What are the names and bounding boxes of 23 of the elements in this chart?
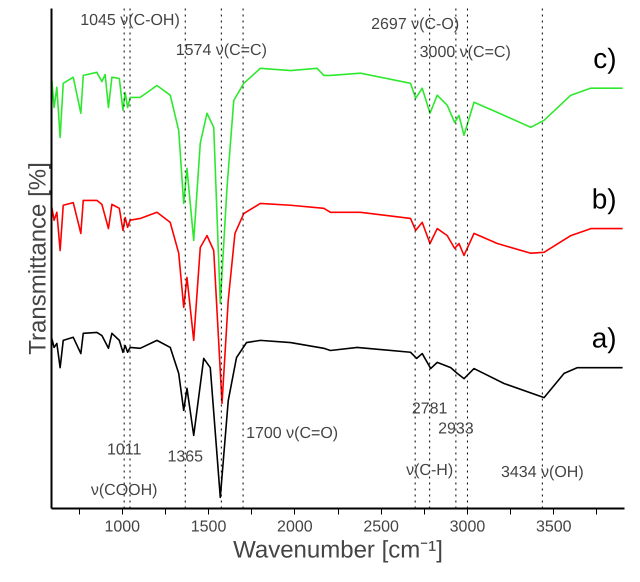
annotation: 3000 ν(C=C) xyxy=(420,44,511,62)
x-tick-label: 2000 xyxy=(277,518,313,536)
series-label: c) xyxy=(593,43,617,74)
annotation: ν(COOH) xyxy=(90,482,158,499)
annotation: 3434 ν(OH) xyxy=(501,464,584,481)
x-tick-label: 1500 xyxy=(190,518,226,536)
ref-line-label: 1700 ν(C=O) xyxy=(246,425,338,442)
x-tick-label: 2500 xyxy=(363,518,400,536)
annotation: 1574 ν(C=C) xyxy=(176,42,267,59)
annotation: 1045 ν(C-OH) xyxy=(80,12,180,29)
x-tick-label: 3000 xyxy=(450,518,486,536)
annotation: 2781 xyxy=(412,400,448,418)
annotation: 1011 xyxy=(106,442,142,459)
annotation: 2697 ν(C-O) xyxy=(371,16,460,33)
annotation: ν(C-H) xyxy=(406,462,454,480)
series-label: b) xyxy=(592,184,617,215)
x-axis-title: Wavenumber [cm⁻¹] xyxy=(233,536,443,564)
annotation: 1365 xyxy=(167,448,204,466)
annotation: 2933 xyxy=(438,420,474,438)
series-label: a) xyxy=(592,322,617,354)
y-axis-title: Transmittance [%] xyxy=(24,162,52,355)
x-tick-label: 1000 xyxy=(104,518,140,536)
x-tick-label: 3500 xyxy=(536,518,572,536)
